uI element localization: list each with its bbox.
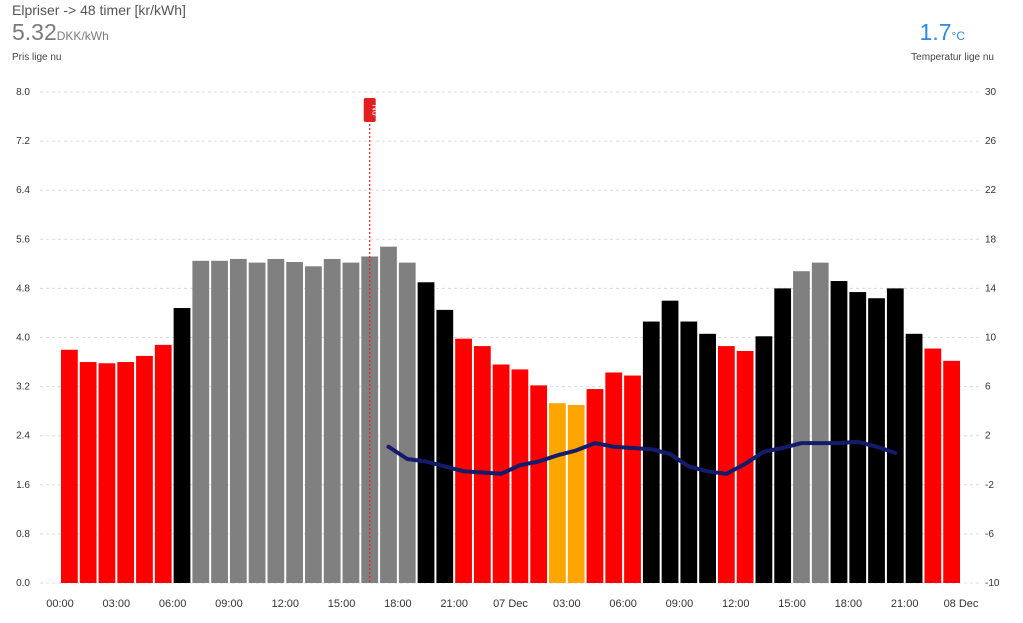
- x-tick-label: 18:00: [835, 598, 863, 610]
- x-tick-label: 15:00: [328, 598, 356, 610]
- now-marker-label: Nu: [371, 104, 381, 116]
- x-tick-label: 09:00: [215, 598, 243, 610]
- y-tick-label-left: 3.2: [16, 382, 30, 393]
- y-tick-label-right: 18: [985, 234, 997, 245]
- x-tick-label: 12:00: [722, 598, 750, 610]
- price-bar: [567, 405, 585, 583]
- price-bar: [380, 246, 397, 584]
- price-bar: [586, 389, 604, 583]
- y-tick-label-left: 7.2: [16, 136, 30, 147]
- x-tick-label: 00:00: [46, 598, 74, 610]
- price-bar: [717, 346, 735, 583]
- x-tick-label: 08 Dec: [944, 598, 979, 610]
- y-tick-label-left: 5.6: [16, 234, 30, 245]
- price-bar: [173, 308, 191, 583]
- price-bar: [136, 355, 153, 583]
- current-temperature: 1.7°C: [920, 19, 965, 46]
- price-bar: [98, 363, 116, 583]
- price-bar: [436, 309, 454, 583]
- y-tick-label-left: 1.6: [16, 480, 30, 491]
- x-tick-label: 21:00: [891, 598, 919, 610]
- x-tick-label: 21:00: [440, 598, 468, 610]
- price-bar: [305, 266, 322, 583]
- price-bar: [530, 385, 548, 583]
- current-price-unit: DKK/kWh: [56, 29, 109, 43]
- price-bar: [342, 262, 360, 583]
- price-bar: [79, 362, 97, 583]
- price-bar: [699, 333, 716, 583]
- x-tick-label: 15:00: [778, 598, 806, 610]
- price-bar: [905, 333, 923, 583]
- price-bar: [549, 403, 566, 583]
- x-tick-label: 09:00: [666, 598, 694, 610]
- current-price-caption: Pris lige nu: [12, 52, 62, 63]
- price-bar: [886, 288, 904, 583]
- y-tick-label-left: 6.4: [16, 185, 30, 196]
- price-bar: [417, 282, 435, 583]
- price-bar: [849, 292, 867, 583]
- current-price-value: 5.32: [12, 19, 57, 45]
- price-bar: [793, 271, 810, 583]
- price-bar: [61, 349, 78, 583]
- price-bar: [511, 369, 529, 583]
- price-bar: [868, 298, 885, 583]
- now-marker-badge: [363, 98, 376, 122]
- y-tick-label-left: 0.0: [16, 578, 30, 589]
- current-price: 5.32DKK/kWh: [12, 19, 109, 46]
- y-tick-label-right: -10: [985, 578, 1000, 589]
- price-bar: [680, 321, 698, 583]
- current-temperature-value: 1.7: [919, 19, 952, 45]
- y-tick-label-right: -6: [985, 529, 994, 540]
- x-tick-label: 06:00: [159, 598, 187, 610]
- price-bar: [267, 258, 285, 583]
- y-tick-label-left: 8.0: [16, 87, 30, 98]
- x-tick-label: 03:00: [553, 598, 581, 610]
- price-bar: [624, 375, 641, 583]
- price-bar: [154, 344, 172, 583]
- price-bar: [736, 351, 754, 583]
- y-tick-label-right: 14: [985, 283, 997, 294]
- price-bar: [248, 262, 266, 583]
- price-bar: [830, 281, 848, 583]
- x-tick-label: 07 Dec: [493, 598, 528, 610]
- y-tick-label-left: 0.8: [16, 529, 30, 540]
- x-tick-label: 06:00: [609, 598, 637, 610]
- y-tick-label-right: 30: [985, 87, 997, 98]
- card-title: Elpriser -> 48 timer [kr/kWh]: [12, 2, 186, 18]
- price-bar: [811, 262, 829, 583]
- price-bar: [755, 336, 773, 583]
- price-bar: [361, 256, 379, 583]
- price-bar: [943, 360, 960, 583]
- price-bar: [774, 288, 792, 583]
- y-tick-label-right: -2: [985, 480, 994, 491]
- y-tick-label-right: 2: [985, 431, 991, 442]
- y-tick-label-left: 4.8: [16, 283, 30, 294]
- price-bar: [286, 262, 304, 583]
- price-bar: [323, 258, 341, 583]
- price-bar: [229, 258, 247, 583]
- price-bar: [117, 362, 135, 583]
- price-bar: [924, 348, 942, 583]
- current-temperature-caption: Temperatur lige nu: [911, 52, 994, 63]
- y-tick-label-right: 22: [985, 185, 997, 196]
- y-tick-label-right: 6: [985, 382, 991, 393]
- y-tick-label-left: 2.4: [16, 431, 30, 442]
- temperature-line: [386, 439, 898, 476]
- price-bar: [473, 346, 491, 583]
- price-bar: [211, 260, 228, 583]
- price-bar: [398, 262, 416, 583]
- x-tick-label: 12:00: [271, 598, 299, 610]
- x-tick-label: 18:00: [384, 598, 412, 610]
- y-tick-label-left: 4.0: [16, 333, 30, 344]
- x-tick-label: 03:00: [103, 598, 131, 610]
- current-temperature-unit: °C: [951, 29, 965, 43]
- y-tick-label-right: 10: [985, 333, 997, 344]
- price-bar: [455, 338, 472, 583]
- y-tick-label-right: 26: [985, 136, 997, 147]
- price-bar: [605, 372, 623, 583]
- price-bar: [192, 260, 210, 583]
- price-bar: [642, 321, 660, 583]
- price-bar: [661, 300, 679, 583]
